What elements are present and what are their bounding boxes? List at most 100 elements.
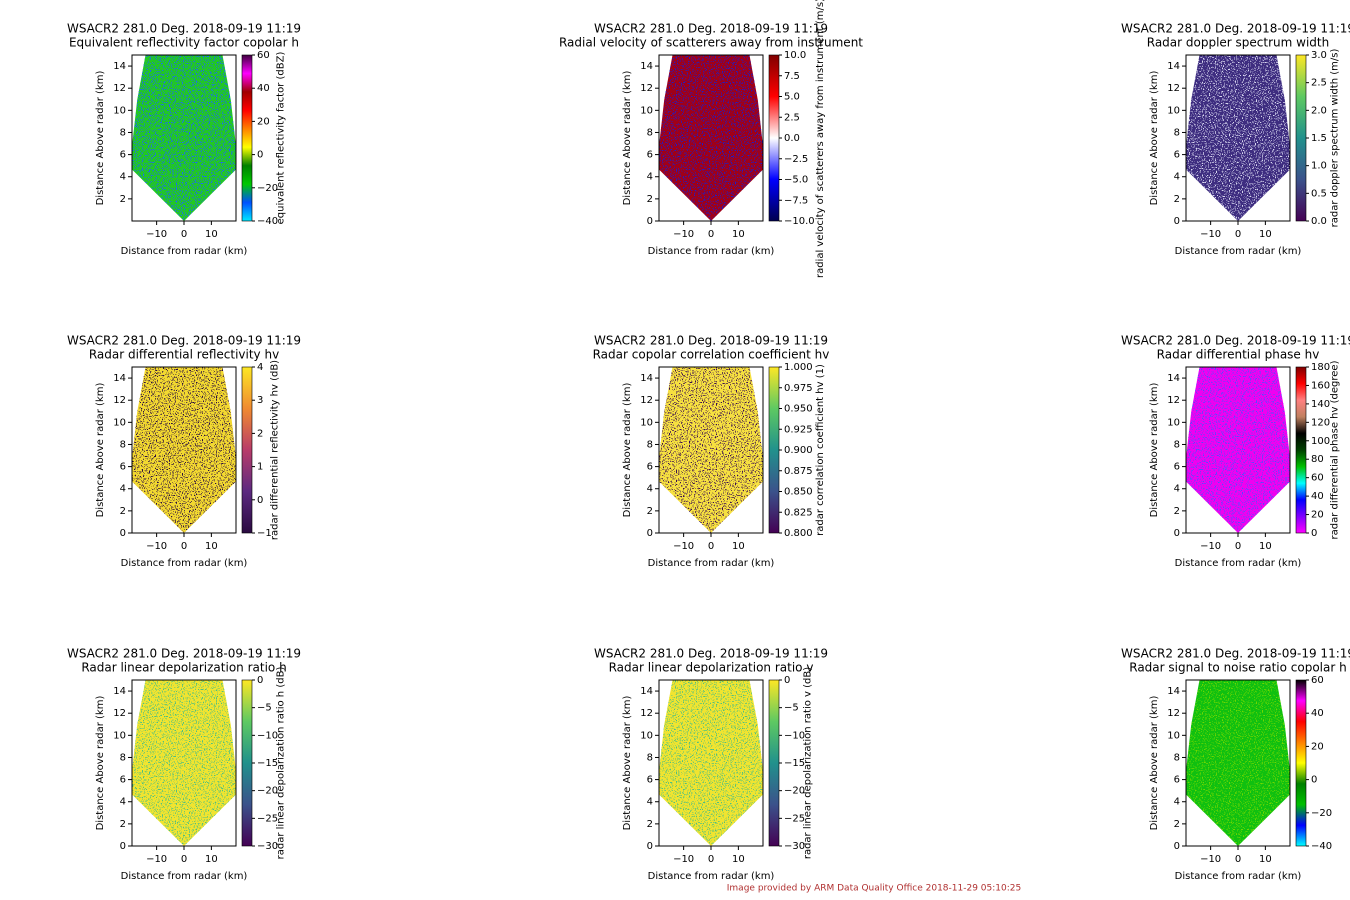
x-tick-label: 0 <box>1235 854 1241 865</box>
x-tick-label: 0 <box>181 229 187 240</box>
radar-speckle <box>659 680 763 846</box>
y-tick-label: 12 <box>1167 395 1180 406</box>
x-tick-label: −10 <box>673 541 694 552</box>
y-tick-label: 10 <box>1167 417 1180 428</box>
chart-title: WSACR2 281.0 Deg. 2018-09-19 11:19 <box>594 22 828 36</box>
colorbar-tick-label: −20 <box>1311 808 1332 819</box>
colorbar-tick-label: −30 <box>784 841 805 852</box>
x-axis-label: Distance from radar (km) <box>121 246 248 257</box>
x-tick-label: 10 <box>1259 541 1272 552</box>
radar-speckle <box>1186 55 1290 221</box>
y-tick-label: 8 <box>647 127 653 138</box>
chart-title: WSACR2 281.0 Deg. 2018-09-19 11:19 <box>594 647 828 661</box>
colorbar-label: equivalent reflectivity factor (dBZ) <box>276 52 287 225</box>
y-tick-label: 0 <box>647 216 653 227</box>
radar-speckle <box>132 55 236 221</box>
y-tick-label: 6 <box>120 462 126 473</box>
colorbar-tick-label: 140 <box>1311 399 1330 410</box>
colorbar <box>768 54 780 222</box>
y-tick-label: 12 <box>113 83 126 94</box>
x-tick-label: 10 <box>1259 854 1272 865</box>
colorbar-label: radar differential reflectivity hv (dB) <box>269 360 280 540</box>
panel: WSACR2 281.0 Deg. 2018-09-19 11:19Radial… <box>559 0 863 278</box>
radar-speckle <box>132 680 236 846</box>
y-tick-label: 10 <box>1167 730 1180 741</box>
colorbar-tick-label: 160 <box>1311 380 1330 391</box>
colorbar-label: radar correlation coefficient hv (1) <box>815 364 826 536</box>
colorbar-tick-label: 5.0 <box>784 92 800 103</box>
x-tick-label: 0 <box>181 541 187 552</box>
colorbar-tick-label: 0.825 <box>784 507 813 518</box>
y-tick-label: 4 <box>1174 484 1180 495</box>
y-tick-label: 0 <box>1174 841 1180 852</box>
x-tick-label: −10 <box>146 541 167 552</box>
colorbar-tick-label: 3.0 <box>1311 50 1327 61</box>
colorbar-tick-label: −2.5 <box>784 154 808 165</box>
colorbar-tick-label: 2.5 <box>784 112 800 123</box>
chart-subtitle: Radar differential phase hv <box>1157 348 1320 362</box>
x-axis-label: Distance from radar (km) <box>648 871 775 882</box>
x-tick-label: 10 <box>732 854 745 865</box>
x-tick-label: −10 <box>673 229 694 240</box>
y-tick-label: 6 <box>647 462 653 473</box>
colorbar-tick-label: 7.5 <box>784 71 800 82</box>
y-tick-label: 2 <box>120 506 126 517</box>
colorbar-tick-label: −20 <box>257 786 278 797</box>
colorbar-tick-label: 0.975 <box>784 383 813 394</box>
y-tick-label: 12 <box>113 395 126 406</box>
y-tick-label: 14 <box>1167 61 1180 72</box>
y-tick-label: 4 <box>120 172 126 183</box>
colorbar-tick-label: −20 <box>784 786 805 797</box>
y-tick-label: 2 <box>1174 194 1180 205</box>
colorbar-tick-label: 1.5 <box>1311 133 1327 144</box>
radar-speckle <box>659 367 763 533</box>
colorbar-tick-label: −25 <box>257 813 278 824</box>
colorbar <box>241 366 253 534</box>
colorbar-tick-label: −25 <box>784 813 805 824</box>
y-tick-label: 12 <box>1167 83 1180 94</box>
colorbar-tick-label: 2.5 <box>1311 78 1327 89</box>
y-tick-label: 2 <box>120 194 126 205</box>
y-tick-label: 8 <box>1174 439 1180 450</box>
chart-subtitle: Radar doppler spectrum width <box>1147 36 1329 50</box>
colorbar-tick-label: −7.5 <box>784 195 808 206</box>
y-tick-label: 14 <box>640 373 653 384</box>
panel: WSACR2 281.0 Deg. 2018-09-19 11:19Equiva… <box>67 22 301 258</box>
y-tick-label: 10 <box>1167 105 1180 116</box>
chart-title: WSACR2 281.0 Deg. 2018-09-19 11:19 <box>1121 22 1350 36</box>
y-tick-label: 2 <box>120 819 126 830</box>
colorbar-tick-label: 20 <box>257 116 270 127</box>
y-tick-label: 4 <box>647 797 653 808</box>
chart-subtitle: Radar linear depolarization ratio h <box>81 661 286 675</box>
y-axis-label: Distance Above radar (km) <box>1149 71 1160 206</box>
colorbar <box>1295 679 1307 847</box>
colorbar-tick-label: 0.900 <box>784 445 813 456</box>
y-tick-label: 10 <box>640 417 653 428</box>
y-tick-label: 2 <box>1174 819 1180 830</box>
x-tick-label: 10 <box>205 541 218 552</box>
colorbar-tick-label: 60 <box>1311 473 1324 484</box>
colorbar-tick-label: −40 <box>1311 841 1332 852</box>
colorbar-tick-label: 40 <box>1311 491 1324 502</box>
radar-speckle <box>1186 367 1290 533</box>
panel: WSACR2 281.0 Deg. 2018-09-19 11:19Radar … <box>1121 22 1350 258</box>
y-tick-label: 8 <box>120 127 126 138</box>
colorbar-tick-label: 0.0 <box>1311 216 1327 227</box>
colorbar-tick-label: −1 <box>257 528 272 539</box>
colorbar-tick-label: 0.0 <box>784 133 800 144</box>
y-axis-label: Distance Above radar (km) <box>95 696 106 831</box>
y-tick-label: 4 <box>120 797 126 808</box>
y-axis-label: Distance Above radar (km) <box>95 383 106 518</box>
x-tick-label: 0 <box>708 854 714 865</box>
colorbar-tick-label: 1.000 <box>784 362 813 373</box>
panel: WSACR2 281.0 Deg. 2018-09-19 11:19Radar … <box>67 647 301 883</box>
colorbar-label: radar doppler spectrum width (m/s) <box>1330 49 1341 228</box>
colorbar-tick-label: 1.0 <box>1311 161 1327 172</box>
colorbar-label: radar differential phase hv (degree) <box>1330 360 1341 539</box>
y-tick-label: 6 <box>1174 462 1180 473</box>
y-tick-label: 0 <box>647 841 653 852</box>
y-axis-label: Distance Above radar (km) <box>1149 383 1160 518</box>
x-axis-label: Distance from radar (km) <box>121 558 248 569</box>
y-tick-label: 6 <box>1174 150 1180 161</box>
